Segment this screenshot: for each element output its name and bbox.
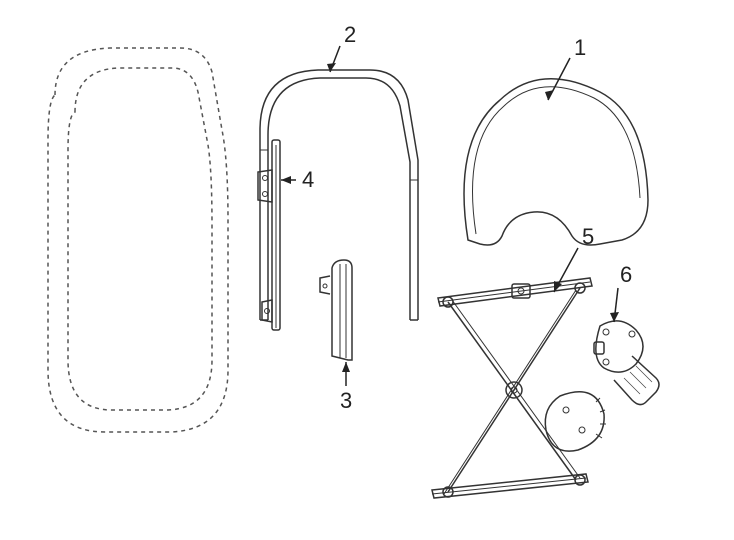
callout-label-3: 3 — [340, 388, 352, 413]
parts-diagram: 1 2 3 4 5 6 — [0, 0, 734, 540]
window-regulator — [432, 278, 606, 498]
callout-label-4: 4 — [302, 167, 314, 192]
callout-label-6: 6 — [620, 262, 632, 287]
callout-label-2: 2 — [344, 22, 356, 47]
door-glass — [464, 79, 648, 245]
callout-label-1: 1 — [574, 35, 586, 60]
glass-run-channel — [260, 70, 418, 320]
front-guide — [320, 260, 352, 360]
callout-label-5: 5 — [582, 224, 594, 249]
rear-guide — [258, 140, 280, 330]
door-outline — [48, 48, 228, 432]
window-motor — [594, 321, 659, 405]
